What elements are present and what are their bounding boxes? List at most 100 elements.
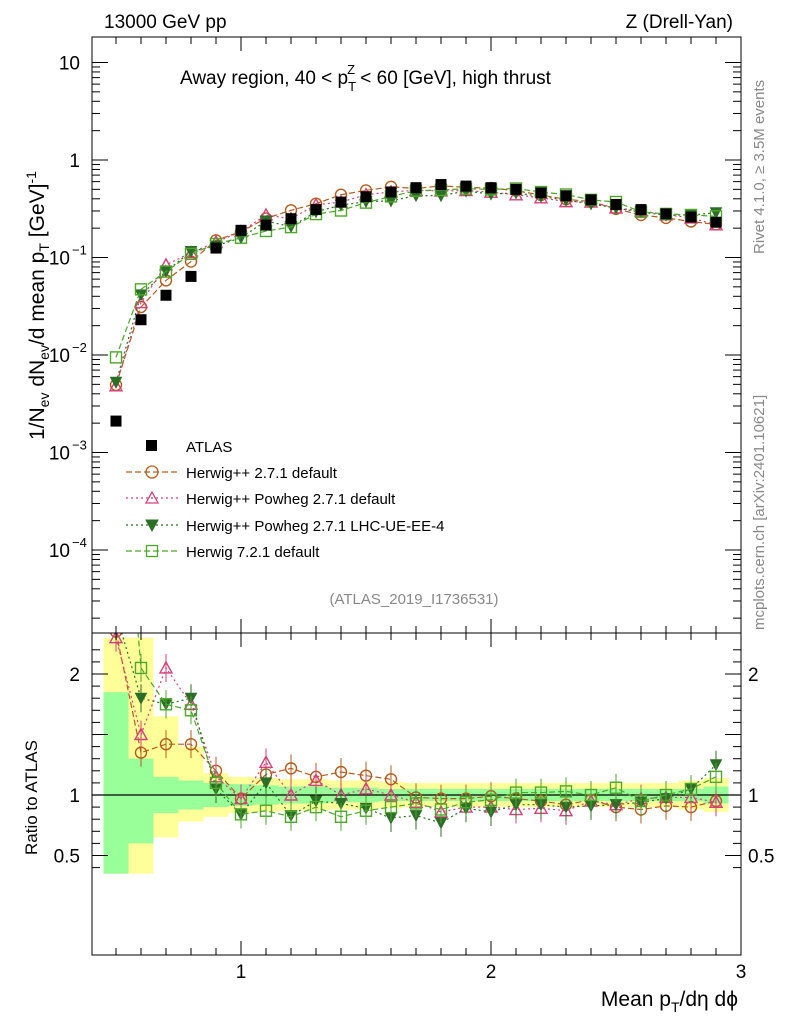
y-axis-title: 1/Nev dNev/d mean pT [GeV]-1: [23, 171, 52, 440]
legend-marker-atlas: [146, 440, 157, 451]
series-point-ratio-3-20: [609, 781, 623, 794]
series-point-ratio-3-8: [309, 800, 323, 814]
y-tick-label-2: 10: [49, 249, 70, 270]
legend-marker-herwig7-default: [145, 544, 159, 558]
legend-entry-herwigpp-powheg-lhc-ue: Herwig++ Powheg 2.7.1 LHC-UE-EE-4: [126, 518, 444, 535]
legend-marker-herwigpp-powheg-lhc-ue: [145, 519, 159, 533]
data-point-atlas-7: [285, 213, 297, 225]
ratio-panel-plot-area: [92, 609, 741, 874]
ratio-tick-label-left-0: 2: [69, 665, 80, 686]
legend-entry-herwigpp-default: Herwig++ 2.7.1 default: [126, 465, 338, 482]
series-point-ratio-1-2: [158, 660, 174, 674]
data-point-atlas-4: [210, 242, 222, 254]
series-point-ratio-3-6: [259, 804, 273, 817]
data-point-atlas-22: [660, 208, 672, 220]
series-line-main-3: [115, 187, 717, 358]
data-point-atlas-6: [260, 219, 272, 231]
series-point-ratio-3-5: [234, 808, 248, 821]
data-point-atlas-20: [610, 198, 622, 210]
header-process-label: Z (Drell-Yan): [626, 12, 733, 33]
series-point-ratio-0-9: [334, 765, 348, 779]
chart-title: Away region, 40 < pTZ < 60 [GeV], high t…: [180, 62, 552, 94]
legend-label-herwigpp-powheg-lhc-ue: Herwig++ Powheg 2.7.1 LHC-UE-EE-4: [186, 518, 444, 535]
series-point-ratio-3-13: [434, 803, 448, 816]
data-point-atlas-15: [485, 182, 497, 194]
data-point-atlas-10: [360, 191, 372, 203]
series-point-main-2-0: [109, 376, 123, 389]
series-point-ratio-1-8: [308, 773, 324, 787]
series-point-ratio-2-0: [111, 609, 122, 620]
series-line-main-2: [115, 190, 717, 383]
ratio-tick-label-right-2: 0.5: [748, 847, 774, 868]
series-point-main-3-1: [134, 283, 148, 296]
series-point-ratio-1-1: [133, 727, 149, 741]
data-point-atlas-14: [460, 180, 472, 192]
analysis-id-watermark: (ATLAS_2019_I1736531): [329, 591, 498, 608]
series-point-main-3-2: [159, 265, 173, 278]
x-axis-title: Mean pT/dη dϕ: [601, 988, 738, 1015]
data-point-atlas-18: [560, 190, 572, 202]
ratio-tick-label-left-1: 1: [69, 786, 80, 807]
data-point-atlas-21: [635, 204, 647, 216]
series-point-ratio-3-21: [634, 794, 648, 808]
data-point-atlas-2: [160, 289, 172, 301]
series-point-main-2-3: [184, 246, 198, 259]
data-point-atlas-12: [410, 182, 422, 194]
data-point-atlas-0: [110, 415, 122, 427]
y-tick-label-1: 1: [69, 151, 80, 172]
header-energy-label: 13000 GeV pp: [104, 12, 227, 33]
y-tick-label-exp-5: −4: [72, 535, 87, 550]
series-point-ratio-3-16: [509, 786, 523, 799]
series-point-ratio-3-18: [559, 785, 573, 798]
x-tick-label-1: 1: [236, 962, 247, 983]
data-point-atlas-11: [385, 186, 397, 198]
series-point-ratio-3-23: [684, 782, 698, 796]
legend-entry-herwig7-default: Herwig 7.2.1 default: [126, 544, 320, 561]
series-point-ratio-0-3: [184, 737, 198, 751]
y-tick-label-exp-4: −3: [72, 438, 87, 453]
mcplots-reference-label: mcplots.cern.ch [arXiv:2401.10621]: [751, 395, 768, 630]
ratio-tick-label-right-1: 1: [748, 786, 759, 807]
series-point-ratio-3-9: [334, 810, 348, 823]
series-point-ratio-3-2: [159, 698, 173, 711]
legend-label-herwigpp-powheg-default: Herwig++ Powheg 2.7.1 default: [186, 491, 396, 508]
data-point-atlas-1: [135, 314, 147, 326]
legend-entry-herwigpp-powheg-default: Herwig++ Powheg 2.7.1 default: [126, 490, 396, 508]
y-tick-label-exp-3: −2: [72, 340, 87, 355]
x-tick-label-2: 2: [486, 962, 497, 983]
data-point-atlas-16: [510, 183, 522, 195]
series-point-ratio-1-24: [708, 794, 724, 808]
series-point-ratio-3-3: [184, 704, 198, 717]
series-point-ratio-3-17: [534, 786, 548, 799]
series-point-main-1-1: [133, 295, 149, 309]
data-point-atlas-19: [585, 194, 597, 206]
series-point-ratio-3-22: [659, 788, 673, 802]
legend-entry-atlas: ATLAS: [146, 439, 232, 456]
ratio-band-stat-0: [103, 692, 129, 874]
legend-label-herwig7-default: Herwig 7.2.1 default: [186, 544, 320, 561]
series-point-ratio-1-0: [108, 633, 124, 644]
legend-marker-herwigpp-powheg-default: [144, 490, 160, 504]
legend-label-herwigpp-default: Herwig++ 2.7.1 default: [186, 465, 338, 482]
data-point-atlas-5: [235, 224, 247, 236]
legend-marker-herwigpp-default: [145, 465, 159, 479]
main-panel-plot-area: [108, 179, 724, 427]
ratio-tick-label-left-2: 0.5: [54, 847, 80, 868]
series-point-main-3-0: [109, 351, 123, 364]
series-point-main-3-3: [184, 247, 198, 261]
data-point-atlas-23: [685, 211, 697, 223]
data-point-atlas-9: [335, 196, 347, 208]
x-tick-label-3: 3: [736, 962, 747, 983]
series-point-ratio-3-12: [409, 797, 423, 810]
series-point-ratio-3-14: [459, 796, 473, 809]
series-point-main-1-0: [108, 378, 124, 392]
series-point-ratio-2-6: [259, 777, 273, 790]
series-point-ratio-3-24: [709, 770, 723, 784]
rivet-version-label: Rivet 4.1.0, ≥ 3.5M events: [751, 80, 768, 254]
series-point-ratio-1-6: [258, 754, 274, 769]
series-point-ratio-2-1: [134, 692, 148, 705]
data-point-atlas-24: [710, 216, 722, 228]
legend-label-atlas: ATLAS: [186, 439, 232, 456]
series-line-main-1: [115, 189, 717, 386]
